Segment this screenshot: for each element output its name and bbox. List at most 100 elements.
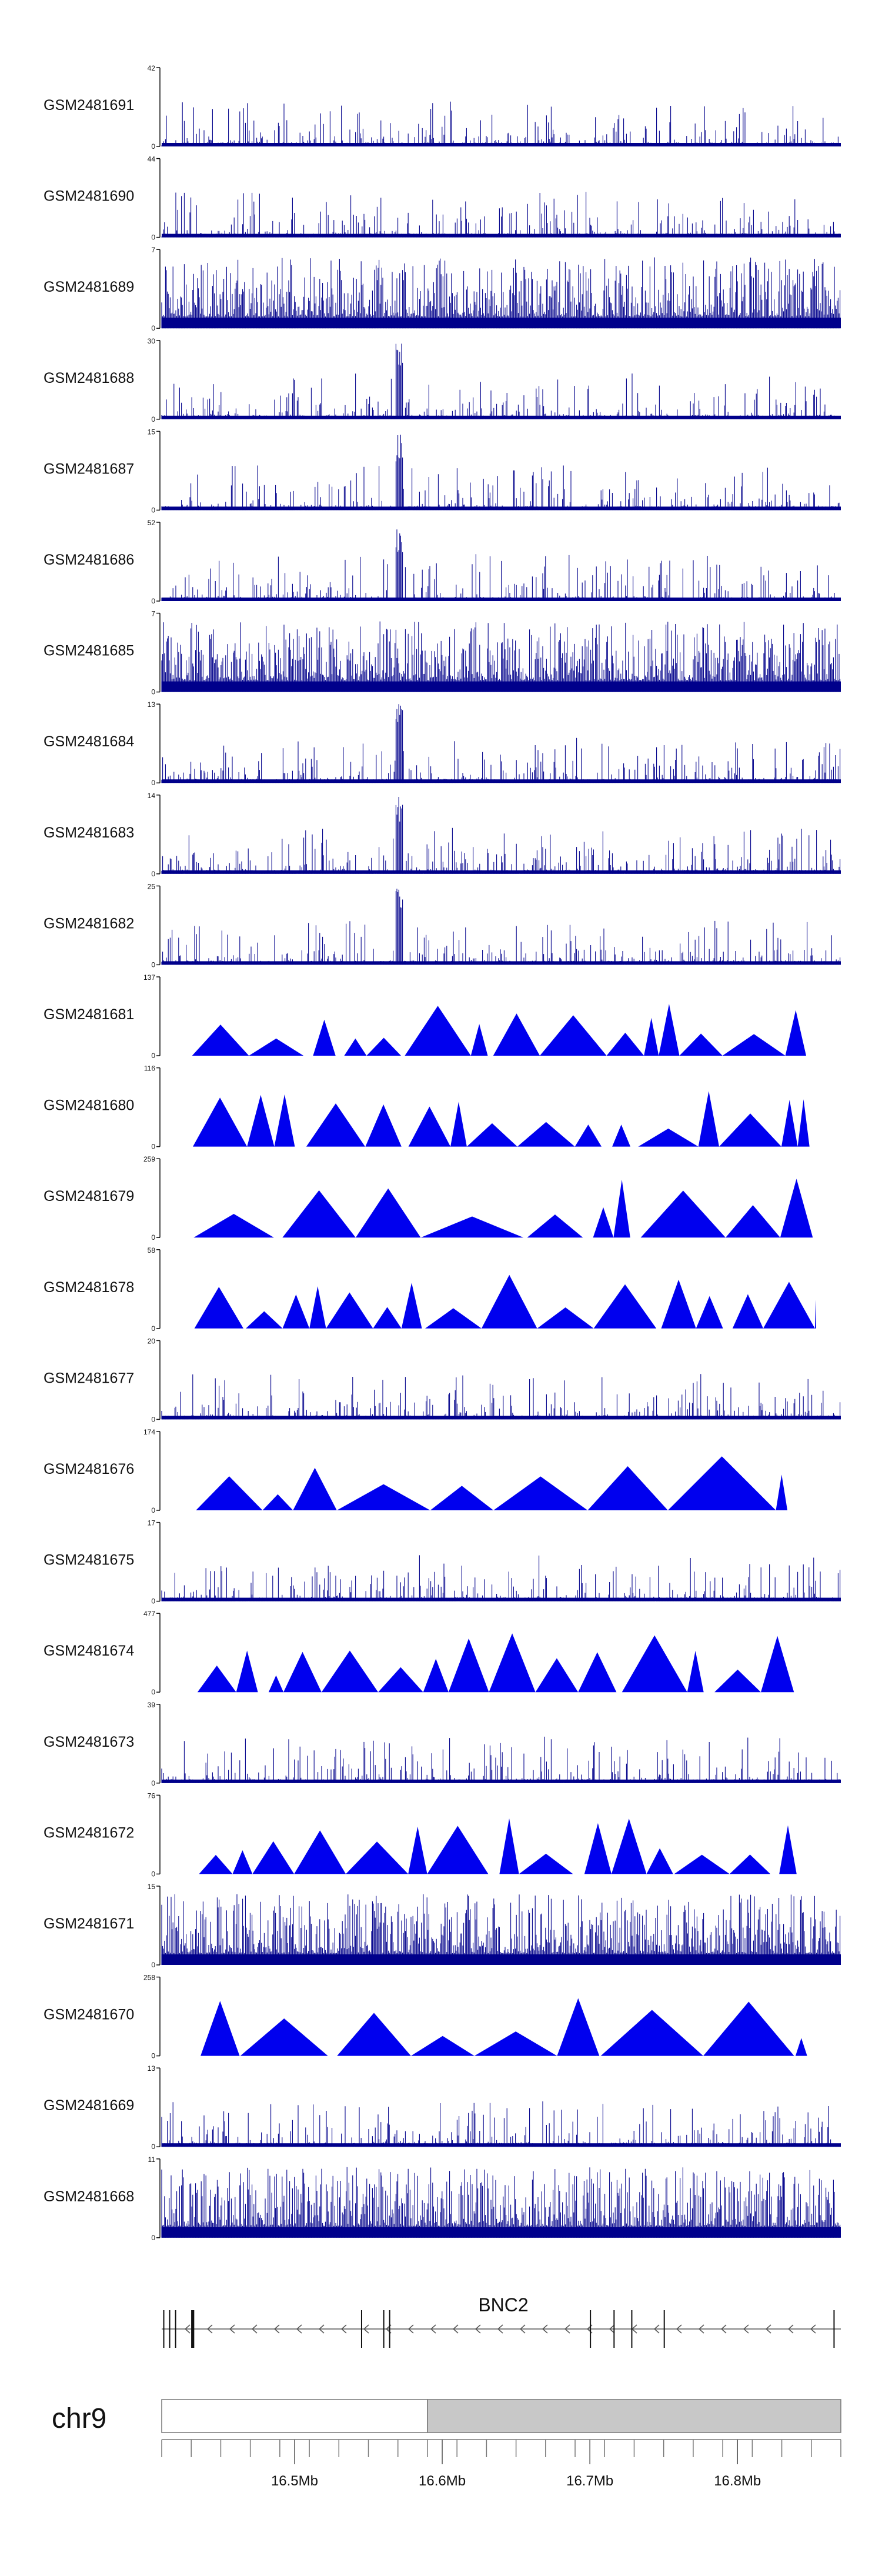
track-signal: [161, 2167, 841, 2238]
gene-strand-arrow: [497, 2324, 503, 2334]
track-y-tick-zero-label: 0: [151, 1870, 155, 1878]
track-signal: [201, 1998, 807, 2056]
ideogram-band-highlight: [427, 2399, 841, 2433]
track-y-tick-zero-label: 0: [151, 1506, 155, 1514]
gene-strand-arrow: [184, 2324, 191, 2334]
track-y-tick-zero-label: 0: [151, 142, 155, 151]
track-y-tick-max-label: 7: [151, 610, 155, 618]
track-y-tick-zero-label: 0: [151, 1961, 155, 1969]
track-y-tick-max-label: 52: [148, 519, 156, 527]
gene-exon: [169, 2310, 171, 2348]
track-baseline-fill: [162, 1597, 841, 1601]
track-y-tick-zero-label: 0: [151, 1779, 155, 1787]
track-y-tick-max-label: 137: [143, 973, 155, 982]
track-signal: [197, 1633, 794, 1693]
track-GSM2481670: GSM2481670 258 0: [44, 1974, 807, 2060]
track-GSM2481679: GSM2481679 259 0: [44, 1155, 813, 1242]
track-y-tick-zero-label: 0: [151, 960, 155, 969]
track-GSM2481681: GSM2481681 137 0: [44, 973, 807, 1060]
gene-strand-arrow: [720, 2324, 727, 2334]
gene-exon: [631, 2310, 633, 2348]
gene-strand-arrow: [251, 2324, 258, 2334]
gene-strand-arrow: [698, 2324, 704, 2334]
track-signal: [161, 2101, 841, 2147]
gene-exon: [191, 2310, 195, 2348]
track-label: GSM2481682: [44, 915, 134, 932]
track-signal: [193, 1091, 810, 1147]
track-y-tick-max-label: 258: [143, 1974, 155, 1982]
track-GSM2481683: GSM2481683 14 0: [44, 792, 841, 878]
track-signal: [161, 1736, 841, 1783]
genome-axis-tick-label: 16.6Mb: [419, 2473, 466, 2489]
track-signal: [161, 435, 841, 510]
gene-exon: [175, 2310, 176, 2348]
track-GSM2481669: GSM2481669 13 0: [44, 2064, 841, 2151]
track-signal: [161, 1374, 841, 1420]
track-GSM2481691: GSM2481691 42 0: [44, 64, 841, 151]
track-signal: [161, 101, 841, 146]
gene-label: BNC2: [478, 2294, 528, 2315]
track-label: GSM2481669: [44, 2097, 134, 2114]
track-baseline-fill: [162, 2227, 841, 2238]
chromosome-ideogram: chr9: [52, 2399, 841, 2434]
genome-axis: 16.5Mb 16.6Mb 16.7Mb 16.8Mb: [161, 2439, 841, 2489]
track-y-tick-max-label: 39: [148, 1701, 156, 1709]
track-y-tick-zero-label: 0: [151, 688, 155, 696]
track-signal: [161, 529, 841, 601]
track-signal: [199, 1818, 797, 1874]
track-label: GSM2481686: [44, 552, 134, 568]
signal-tracks: GSM2481691420GSM2481690440GSM248168970GS…: [44, 64, 841, 2242]
track-GSM2481676: GSM2481676 174 0: [44, 1428, 788, 1514]
gene-exon: [383, 2310, 385, 2348]
track-label: GSM2481678: [44, 1279, 134, 1296]
track-signal: [196, 1456, 788, 1510]
track-GSM2481678: GSM2481678 58 0: [44, 1246, 816, 1333]
gene-strand-arrow: [787, 2324, 794, 2334]
track-GSM2481688: GSM2481688 30 0: [44, 337, 841, 423]
gene-strand-arrow: [407, 2324, 414, 2334]
track-y-tick-max-label: 15: [148, 428, 156, 436]
track-label: GSM2481687: [44, 461, 134, 477]
track-baseline-fill: [162, 318, 841, 329]
track-GSM2481671: GSM2481671 15 0: [44, 1883, 841, 1969]
ideogram-band-plain: [161, 2399, 428, 2433]
gene-exon: [833, 2310, 835, 2348]
gene-strand-arrow: [519, 2324, 526, 2334]
track-GSM2481690: GSM2481690 44 0: [44, 155, 841, 242]
track-y-tick-max-label: 13: [148, 700, 156, 709]
track-GSM2481674: GSM2481674 477 0: [44, 1610, 794, 1696]
gene-strand-arrow: [363, 2324, 369, 2334]
track-baseline-fill: [162, 233, 841, 238]
track-signal: [194, 1274, 816, 1329]
genome-axis-tick-label: 16.5Mb: [271, 2473, 318, 2489]
track-y-tick-zero-label: 0: [151, 1688, 155, 1696]
track-label: GSM2481670: [44, 2007, 134, 2023]
track-baseline-fill: [162, 598, 841, 601]
track-signal: [161, 1894, 841, 1965]
gene-exon: [590, 2310, 592, 2348]
gene-strand-arrow: [452, 2324, 459, 2334]
genome-axis-tick-label: 16.7Mb: [566, 2473, 613, 2489]
track-y-tick-max-label: 7: [151, 246, 155, 254]
gene-exon: [360, 2310, 362, 2348]
gene-strand-arrow: [318, 2324, 325, 2334]
track-y-tick-max-label: 42: [148, 64, 156, 72]
track-y-tick-zero-label: 0: [151, 2052, 155, 2060]
track-label: GSM2481673: [44, 1734, 134, 1750]
track-label: GSM2481685: [44, 643, 134, 659]
track-label: GSM2481668: [44, 2188, 134, 2205]
track-y-tick-max-label: 58: [148, 1246, 156, 1254]
track-y-tick-max-label: 11: [148, 2155, 156, 2164]
track-y-tick-zero-label: 0: [151, 506, 155, 514]
gene-strand-arrow: [743, 2324, 749, 2334]
gene-strand-arrow: [676, 2324, 682, 2334]
gene-strand-arrow: [229, 2324, 235, 2334]
track-baseline-fill: [162, 1779, 841, 1783]
track-GSM2481668: GSM2481668 11 0: [44, 2155, 841, 2242]
track-label: GSM2481691: [44, 97, 134, 114]
gene-exon: [613, 2310, 615, 2348]
gene-strand-arrow: [609, 2324, 615, 2334]
track-signal: [161, 704, 841, 783]
track-baseline-fill: [162, 779, 841, 783]
